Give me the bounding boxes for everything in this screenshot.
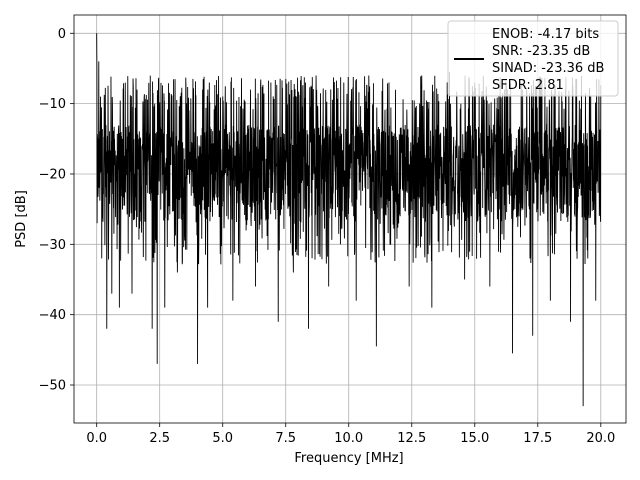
y-axis-label: PSD [dB] xyxy=(14,190,29,248)
x-tick-label: 10.0 xyxy=(334,431,363,446)
y-tick-label: −50 xyxy=(39,379,66,394)
axes-frame xyxy=(73,14,627,424)
x-tick-label: 15.0 xyxy=(460,431,489,446)
x-axis-label: Frequency [MHz] xyxy=(294,451,403,466)
y-axis-ticks: 0 −10 −20 −30 −40 −50 xyxy=(39,27,74,394)
x-tick-label: 5.0 xyxy=(212,431,233,446)
legend-box xyxy=(447,20,619,97)
legend: ENOB: -4.17 bits SNR: -23.35 dB SINAD: -… xyxy=(447,20,619,97)
y-tick-label: −10 xyxy=(39,97,66,112)
legend-entry-sinad: SINAD: -23.36 dB xyxy=(492,61,604,76)
y-tick-label: −40 xyxy=(39,308,66,323)
legend-entry-enob: ENOB: -4.17 bits xyxy=(492,27,599,42)
psd-series-line xyxy=(96,33,602,407)
x-tick-label: 2.5 xyxy=(149,431,170,446)
x-tick-label: 12.5 xyxy=(397,431,426,446)
x-tick-label: 7.5 xyxy=(275,431,296,446)
y-tick-label: −20 xyxy=(39,167,66,182)
legend-entry-sfdr: SFDR: 2.81 xyxy=(492,78,564,93)
x-axis-ticks: 0.0 2.5 5.0 7.5 10.0 12.5 15.0 17.5 20.0 xyxy=(86,423,615,446)
x-tick-label: 20.0 xyxy=(586,431,615,446)
x-tick-label: 17.5 xyxy=(523,431,552,446)
legend-entry-snr: SNR: -23.35 dB xyxy=(492,44,590,59)
x-tick-label: 0.0 xyxy=(86,431,107,446)
plot-area xyxy=(96,33,602,407)
y-tick-label: 0 xyxy=(58,27,66,42)
y-tick-label: −30 xyxy=(39,238,66,253)
